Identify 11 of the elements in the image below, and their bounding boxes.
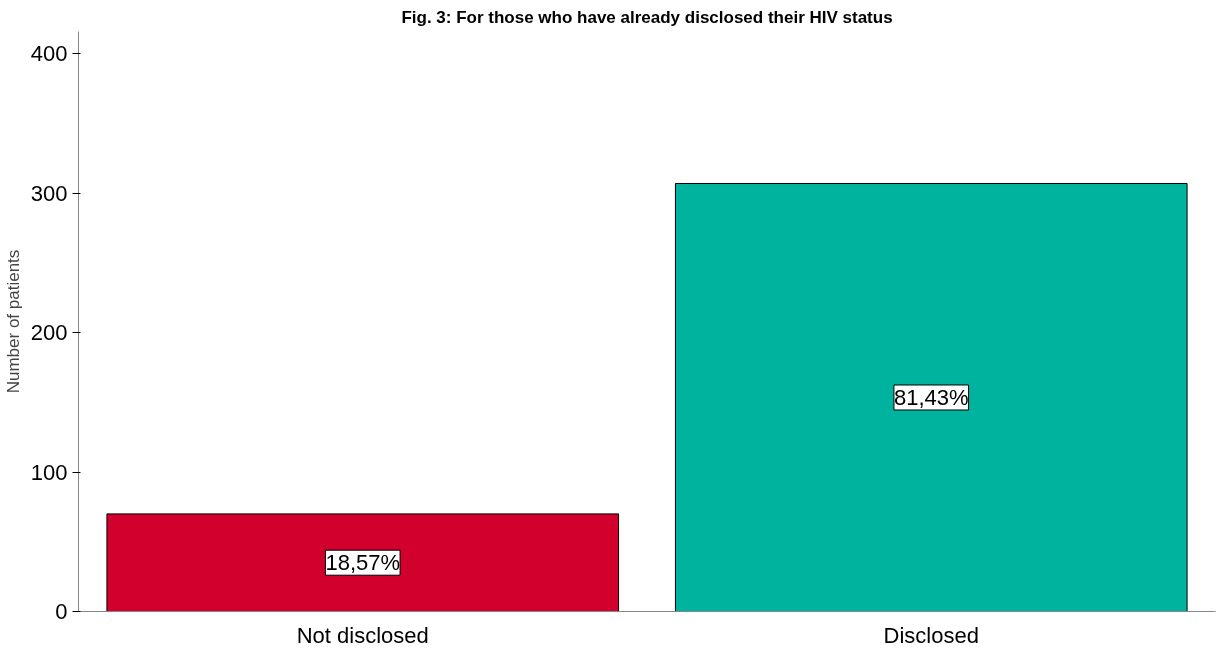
x-tick-label: Not disclosed (296, 622, 429, 648)
y-tick-label: 400 (30, 41, 68, 67)
y-tick-label: 300 (30, 180, 68, 206)
chart-title: Fig. 3: For those who have already disclosed their HIV status (401, 7, 893, 27)
y-tick-label: 0 (55, 599, 68, 624)
y-tick-label: 200 (30, 320, 68, 346)
x-tick-label: Disclosed (883, 622, 979, 648)
annotation: 81,43% (893, 384, 969, 410)
y-axis-title: Number of patients (3, 249, 23, 394)
y-tick-label: 100 (30, 459, 68, 485)
annotation: 18,57% (325, 550, 401, 576)
